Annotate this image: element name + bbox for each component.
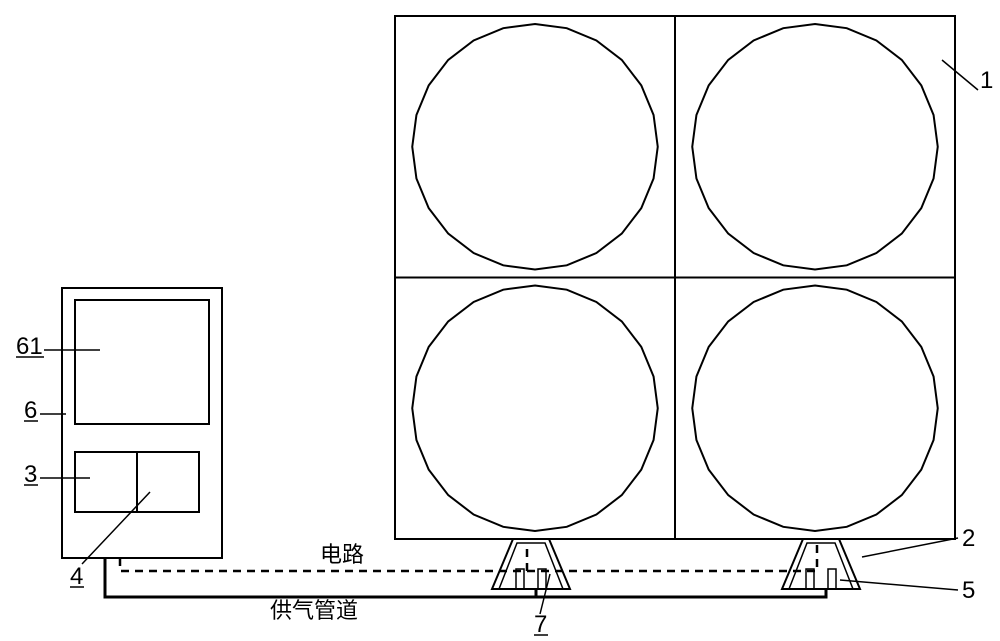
diagram-canvas: 电路供气管道 1 61 6 3 4 2 5 7 [0,0,1000,641]
fan-circle [412,286,658,532]
callout-61: 61 [16,333,43,360]
wire-dashed-branch [527,544,817,571]
callout-line-7 [540,574,550,614]
callout-4: 4 [70,563,83,590]
callout-1: 1 [980,67,993,94]
callout-line-1 [942,60,978,90]
control-btn-left [75,452,137,512]
callout-2: 2 [962,525,975,552]
foot-outer [492,539,570,589]
callout-line-2 [862,538,958,557]
wire-solid-branch [536,589,826,597]
callout-5: 5 [962,577,975,604]
callout-3: 3 [24,461,37,488]
callout-6: 6 [24,397,37,424]
callout-line-4 [82,492,150,564]
fan-circle [692,24,938,270]
fan-circle [412,24,658,270]
control-screen [75,300,209,424]
label-dashed: 电路 [320,542,364,567]
callout-7: 7 [534,611,547,638]
fan-circle [692,286,938,532]
foot-leg [828,569,836,589]
control-btn-right [137,452,199,512]
foot-outer [782,539,860,589]
label-solid: 供气管道 [270,598,358,623]
